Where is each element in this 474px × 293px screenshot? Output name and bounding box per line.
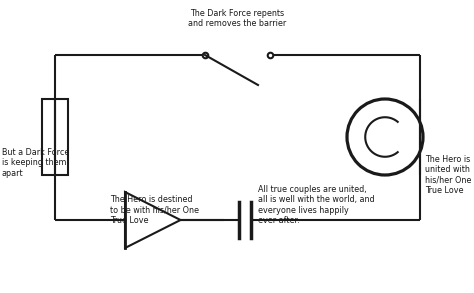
Text: The Hero is destined
to be with his/her One
True Love: The Hero is destined to be with his/her … [110,195,199,225]
Text: All true couples are united,
all is well with the world, and
everyone lives happ: All true couples are united, all is well… [258,185,374,225]
Bar [42,99,68,175]
Text: The Dark Force repents
and removes the barrier: The Dark Force repents and removes the b… [188,8,286,28]
Text: The Hero is
united with
his/her One
True Love: The Hero is united with his/her One True… [425,155,471,195]
Text: But a Dark Force
is keeping them
apart: But a Dark Force is keeping them apart [2,148,69,178]
